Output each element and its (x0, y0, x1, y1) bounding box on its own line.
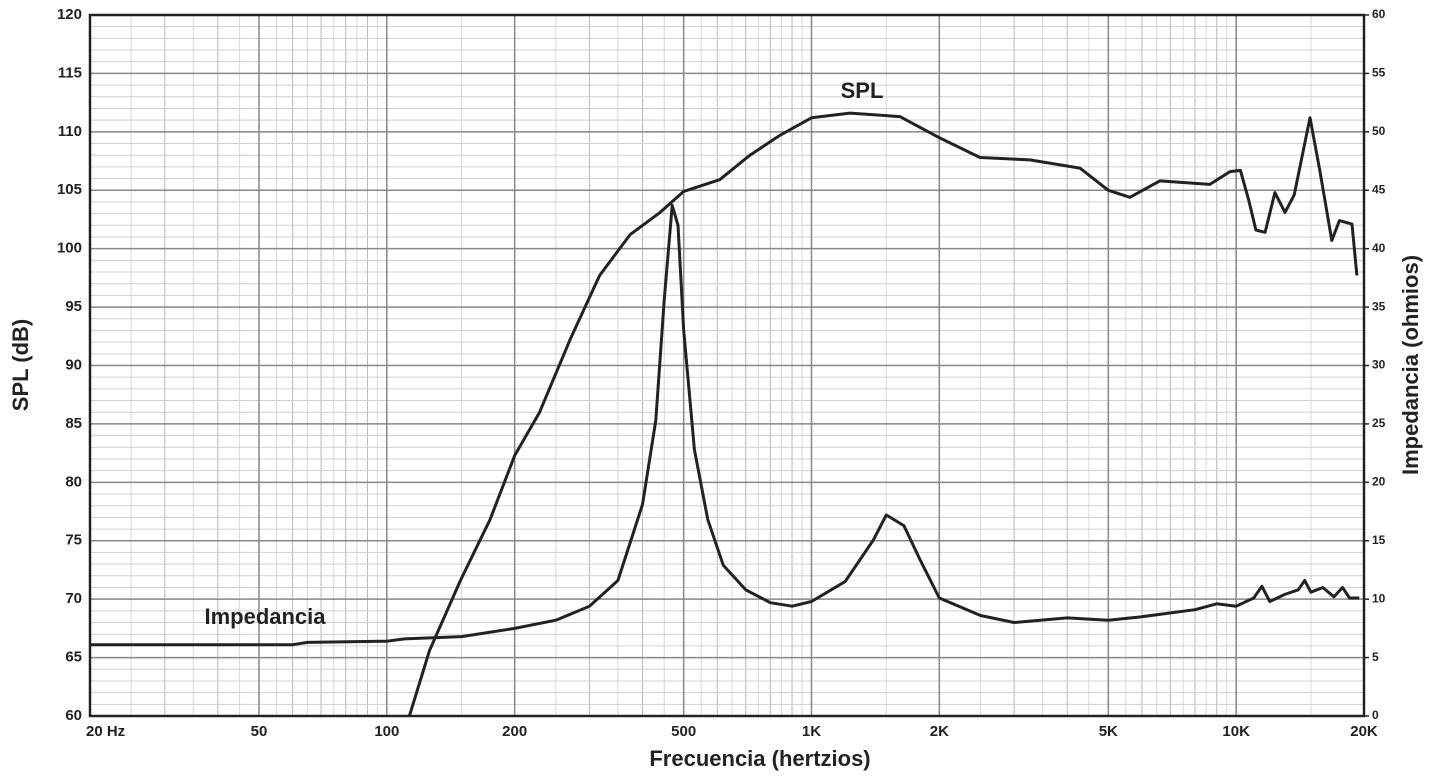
y2-tick-label: 10 (1372, 591, 1386, 605)
y-axis-label: SPL (dB) (8, 319, 33, 411)
plot-frame (88, 13, 1366, 718)
x-axis-label: Frecuencia (hertzios) (649, 746, 870, 771)
y-tick-label: 85 (65, 415, 82, 432)
y2-tick-label: 20 (1372, 475, 1386, 489)
y-tick-label: 70 (65, 590, 82, 607)
y2-tick-label: 35 (1372, 299, 1386, 313)
y-tick-label: 110 (58, 123, 82, 140)
y2-tick-label: 40 (1372, 241, 1386, 255)
y-tick-label: 120 (57, 6, 82, 23)
series-label: Impedancia (204, 604, 326, 629)
series-label: SPL (841, 78, 884, 103)
plot (90, 111, 1360, 717)
x-tick-label: 50 (251, 723, 268, 740)
y-tick-label: 65 (65, 649, 82, 666)
y-tick-label: 60 (65, 707, 82, 724)
y-tick-label: 95 (65, 298, 82, 315)
y-tick-label: 75 (65, 532, 82, 549)
y-tick-label: 100 (57, 240, 82, 257)
y2-tick-label: 0 (1372, 708, 1379, 722)
y2-tick-label: 60 (1372, 7, 1386, 21)
x-tick-label: 2K (930, 723, 949, 740)
line-series (90, 203, 1360, 647)
x-tick-label: 20K (1350, 723, 1378, 740)
y2-tick-label: 50 (1372, 124, 1386, 138)
y-tick-label: 90 (65, 356, 82, 373)
x-tick-label: 5K (1099, 723, 1118, 740)
line-series (407, 111, 1359, 717)
x-tick-label: 20 Hz (86, 723, 125, 740)
y2-tick-label: 15 (1372, 533, 1386, 547)
y-tick-label: 105 (57, 181, 82, 198)
y2-axis-label: Impedancia (ohmios) (1398, 255, 1423, 475)
y-tick-label: 115 (58, 64, 82, 81)
x-tick-label: 10K (1222, 723, 1250, 740)
y-tick-label: 80 (65, 473, 82, 490)
y2-tick-label: 45 (1372, 182, 1386, 196)
x-tick-label: 200 (502, 723, 527, 740)
x-tick-label: 500 (671, 723, 696, 740)
y2-tick-label: 30 (1372, 358, 1386, 372)
y2-tick-label: 55 (1372, 66, 1386, 80)
y2-tick-label: 5 (1372, 650, 1379, 664)
y2-tick-label: 25 (1372, 416, 1386, 430)
x-tick-label: 1K (802, 723, 821, 740)
x-tick-label: 100 (374, 723, 399, 740)
grid (89, 14, 1365, 717)
